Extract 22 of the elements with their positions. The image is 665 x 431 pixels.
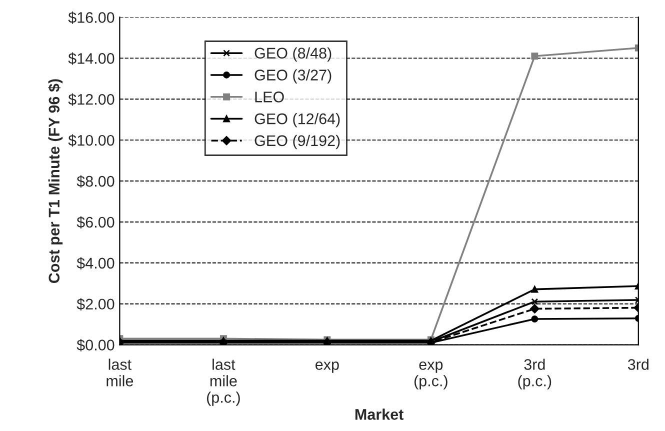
x-axis-title: Market <box>355 408 404 420</box>
x-tick-label: last mile (p.c.) <box>206 358 240 406</box>
y-tick-label: $10.00 <box>68 134 114 147</box>
legend-label: LEO <box>255 92 284 102</box>
y-tick-label: $16.00 <box>68 11 114 24</box>
x-tick-label: exp <box>316 362 339 373</box>
x-tick-label: exp (p.c.) <box>414 362 448 390</box>
y-tick-label: $6.00 <box>76 216 114 229</box>
x-tick-label: 3rd (p.c.) <box>518 358 552 390</box>
x-tick-label: last mile <box>106 358 134 386</box>
x-tick-label: 3rd <box>628 358 648 370</box>
y-tick-label: $8.00 <box>76 175 114 188</box>
legend-label: GEO (8/48) <box>254 47 332 62</box>
legend-label: GEO (9/192) <box>254 134 340 150</box>
y-axis-title: Cost per T1 Minute (FY 96 $) <box>48 79 63 283</box>
y-tick-label: $14.00 <box>68 52 114 65</box>
legend-label: GEO (3/27) <box>254 69 332 84</box>
y-tick-label: $2.00 <box>76 298 114 310</box>
y-tick-label: $12.00 <box>68 93 114 106</box>
y-tick-label: $4.00 <box>76 257 114 270</box>
legend-label: GEO (12/64) <box>254 113 340 128</box>
y-tick-label: $0.00 <box>76 339 114 352</box>
